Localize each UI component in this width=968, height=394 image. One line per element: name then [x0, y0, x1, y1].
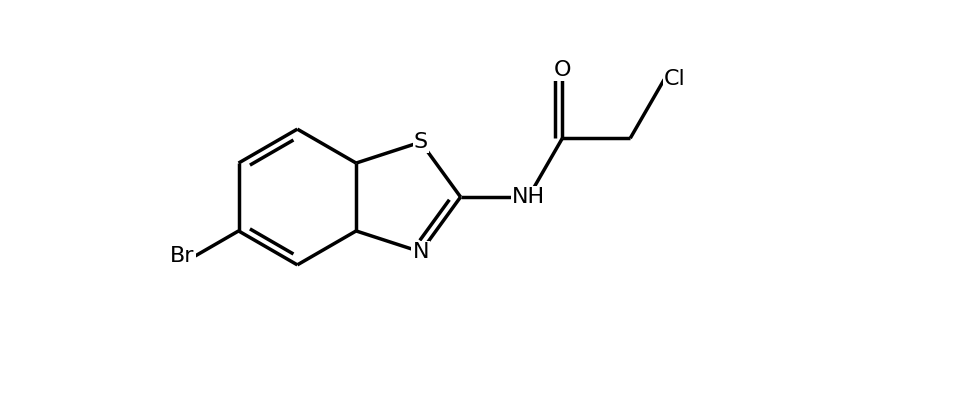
- Text: O: O: [554, 60, 571, 80]
- Text: N: N: [412, 242, 429, 262]
- Text: NH: NH: [512, 187, 545, 207]
- Text: S: S: [413, 132, 428, 152]
- Text: Cl: Cl: [664, 69, 686, 89]
- Text: Br: Br: [170, 246, 195, 266]
